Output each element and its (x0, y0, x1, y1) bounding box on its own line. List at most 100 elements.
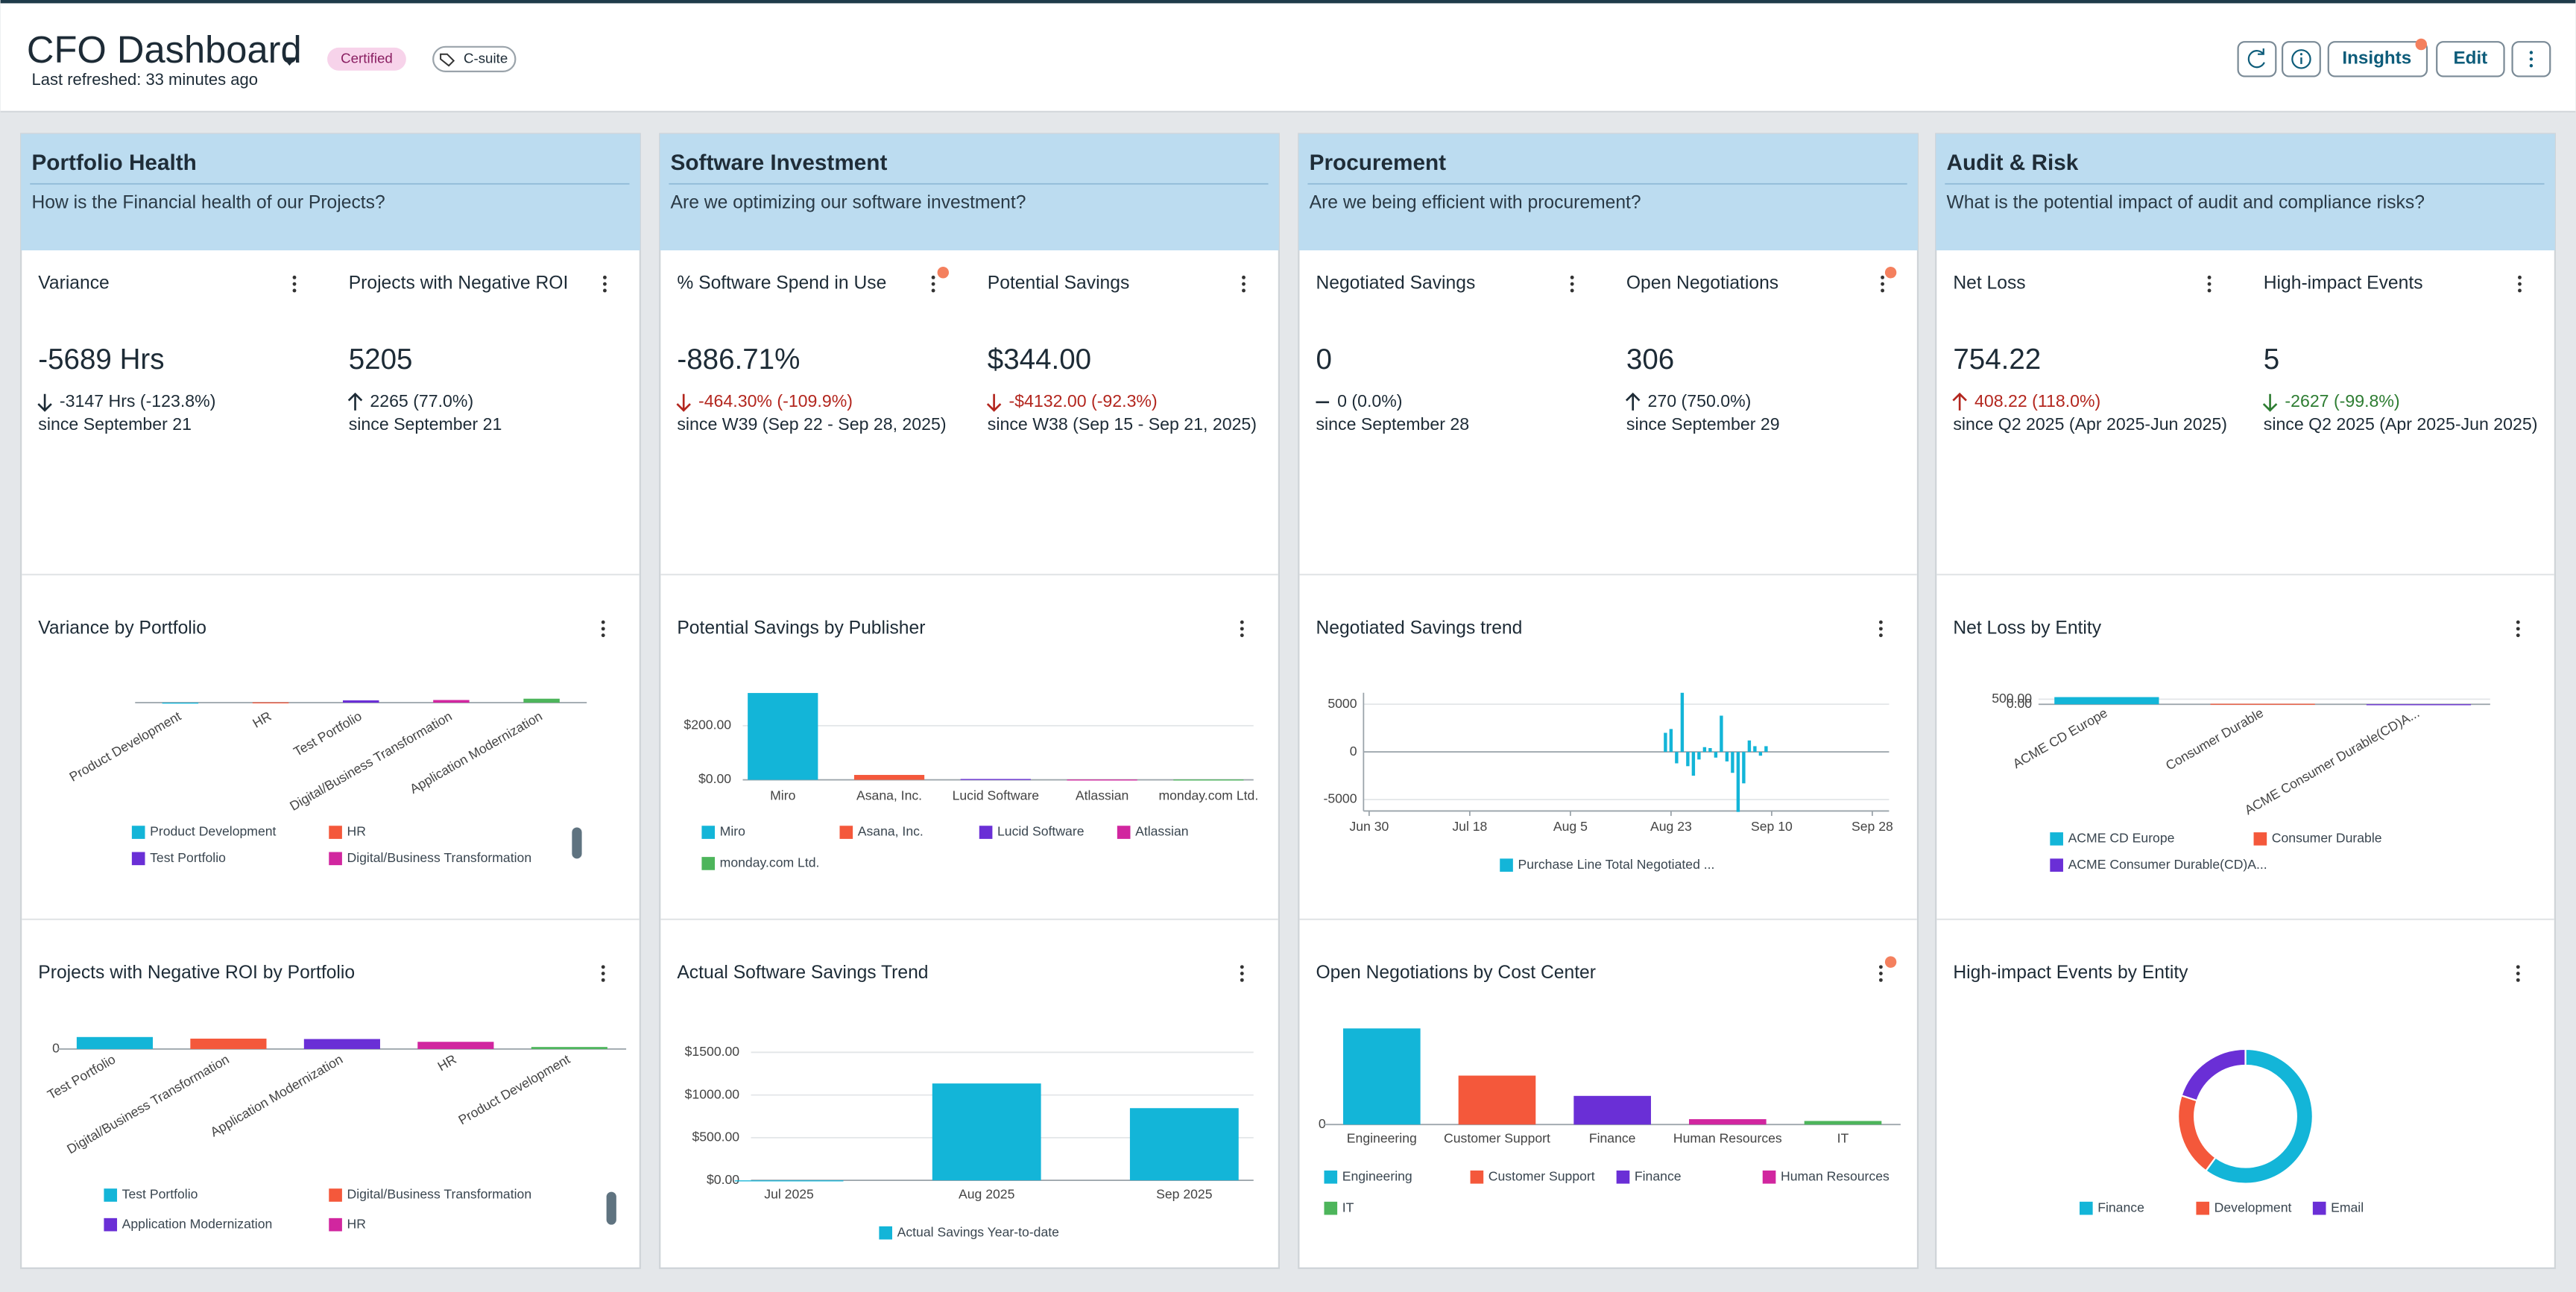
more-menu-dot[interactable] (292, 288, 297, 293)
more-menu-dot[interactable] (1570, 288, 1574, 293)
more-menu-dot[interactable] (1240, 972, 1244, 975)
more-menu-dot[interactable] (1878, 978, 1883, 982)
legend-label[interactable]: Miro (720, 824, 745, 839)
more-menu-dot[interactable] (2207, 282, 2212, 286)
legend-label[interactable]: Digital/Business Transformation (347, 850, 532, 865)
more-menu-dot[interactable] (931, 282, 935, 286)
more-menu-dot[interactable] (1878, 627, 1883, 631)
more-menu-dot[interactable] (1881, 275, 1885, 279)
more-menu-dot[interactable] (1242, 275, 1246, 279)
legend-label[interactable]: Test Portfolio (122, 1187, 198, 1202)
edit-button[interactable] (2436, 41, 2505, 77)
section-question: Are we being efficient with procurement? (1310, 193, 1641, 213)
more-menu-dot[interactable] (292, 282, 297, 286)
more-menu-dot[interactable] (1240, 633, 1244, 638)
tag-chip[interactable] (432, 45, 517, 72)
legend-label[interactable]: Customer Support (1489, 1168, 1595, 1183)
more-menu-dot[interactable] (1878, 965, 1883, 969)
legend-label[interactable]: Lucid Software (997, 824, 1085, 839)
legend-label[interactable]: Email (2331, 1200, 2364, 1215)
bar (1731, 752, 1734, 773)
x-tick-label: Engineering (1347, 1131, 1417, 1146)
x-tick-label: Aug 5 (1553, 819, 1588, 834)
trend-icon (986, 393, 1002, 412)
legend-label[interactable]: Human Resources (1781, 1168, 1890, 1183)
more-menu-dot[interactable] (601, 633, 605, 638)
refresh-button[interactable] (2237, 41, 2277, 77)
bar (303, 1039, 380, 1049)
more-menu-dot[interactable] (1240, 627, 1244, 631)
legend-label[interactable]: Consumer Durable (2272, 831, 2382, 846)
more-menu-dot[interactable] (1240, 620, 1244, 624)
more-menu-dot[interactable] (292, 275, 297, 279)
more-menu-dot[interactable] (1570, 282, 1574, 286)
more-menu-dot[interactable] (2516, 620, 2520, 624)
legend-label[interactable]: Actual Savings Year-to-date (897, 1224, 1060, 1239)
info-icon-dot (2299, 53, 2302, 56)
more-menu-dot[interactable] (2207, 275, 2212, 279)
more-menu-dot[interactable] (1240, 978, 1244, 982)
legend-label[interactable]: ACME CD Europe (2068, 831, 2175, 846)
legend-label[interactable]: Product Development (150, 824, 276, 839)
legend-label[interactable]: Purchase Line Total Negotiated ... (1518, 857, 1714, 872)
top-bar (0, 0, 2576, 112)
legend-label[interactable]: Engineering (1342, 1168, 1412, 1183)
legend-label[interactable]: Finance (1635, 1168, 1682, 1183)
more-menu-dot[interactable] (2516, 972, 2520, 975)
panel-header (1298, 133, 1918, 251)
legend-label[interactable]: IT (1342, 1200, 1354, 1215)
legend-label[interactable]: Application Modernization (122, 1216, 273, 1231)
more-menu-dot[interactable] (2516, 978, 2520, 982)
insights-label[interactable]: Insights (2342, 48, 2411, 69)
more-menu-dot[interactable] (1878, 620, 1883, 624)
dashboard-title: CFO Dashboard (27, 28, 302, 71)
kpi-value: 5205 (349, 343, 413, 376)
legend-label[interactable]: Asana, Inc. (858, 824, 924, 839)
legend-label[interactable]: Development (2214, 1200, 2292, 1215)
more-menu-dot[interactable] (1878, 633, 1883, 638)
legend-label[interactable]: monday.com Ltd. (720, 855, 820, 870)
more-menu-dot[interactable] (2207, 288, 2212, 293)
more-menu-dot[interactable] (931, 288, 935, 293)
more-menu-dot[interactable] (1242, 282, 1246, 286)
legend-label[interactable]: Atlassian (1135, 824, 1188, 839)
more-menu-dot[interactable] (1881, 282, 1885, 286)
legend-label[interactable]: ACME Consumer Durable(CD)A... (2068, 857, 2267, 872)
more-menu-dot[interactable] (2516, 627, 2520, 631)
edit-label[interactable]: Edit (2454, 48, 2488, 69)
x-tick-label: Aug 2025 (959, 1187, 1015, 1202)
more-menu-dot[interactable] (603, 275, 607, 279)
legend-label[interactable]: Finance (2097, 1200, 2144, 1215)
more-menu-dot[interactable] (2518, 275, 2522, 279)
kpi-change: -2627 (-99.8%) (2285, 391, 2399, 411)
more-menu-dot[interactable] (931, 275, 935, 279)
y-tick-label: $1500.00 (685, 1044, 740, 1059)
insights-button[interactable] (2327, 41, 2428, 77)
more-menu-dot[interactable] (1240, 965, 1244, 969)
kpi-title: % Software Spend in Use (677, 273, 886, 294)
legend-label[interactable]: HR (347, 1216, 366, 1231)
more-menu-dot[interactable] (601, 620, 605, 624)
legend-label[interactable]: Test Portfolio (150, 850, 226, 865)
more-menu-dot[interactable] (601, 972, 605, 975)
legend-scrollbar[interactable] (606, 1191, 616, 1225)
more-menu-dot[interactable] (2516, 633, 2520, 638)
more-menu-dot[interactable] (1242, 288, 1246, 293)
more-menu-dot[interactable] (601, 627, 605, 631)
legend-label[interactable]: Digital/Business Transformation (347, 1187, 532, 1202)
more-menu-dot[interactable] (1570, 275, 1574, 279)
more-menu-dot[interactable] (601, 978, 605, 982)
title-dropdown[interactable] (282, 57, 297, 66)
more-menu-dot[interactable] (1878, 972, 1883, 975)
more-menu-dot[interactable] (2516, 965, 2520, 969)
more-menu-dot[interactable] (2518, 288, 2522, 293)
x-tick-label: Miro (770, 788, 795, 802)
more-menu-dot[interactable] (603, 288, 607, 293)
more-menu-dot[interactable] (1881, 288, 1885, 293)
legend-scrollbar[interactable] (572, 827, 582, 859)
legend-label[interactable]: HR (347, 824, 366, 839)
kpi-change: 408.22 (118.0%) (1974, 391, 2100, 411)
more-menu-dot[interactable] (603, 282, 607, 286)
more-menu-dot[interactable] (601, 965, 605, 969)
more-menu-dot[interactable] (2518, 282, 2522, 286)
